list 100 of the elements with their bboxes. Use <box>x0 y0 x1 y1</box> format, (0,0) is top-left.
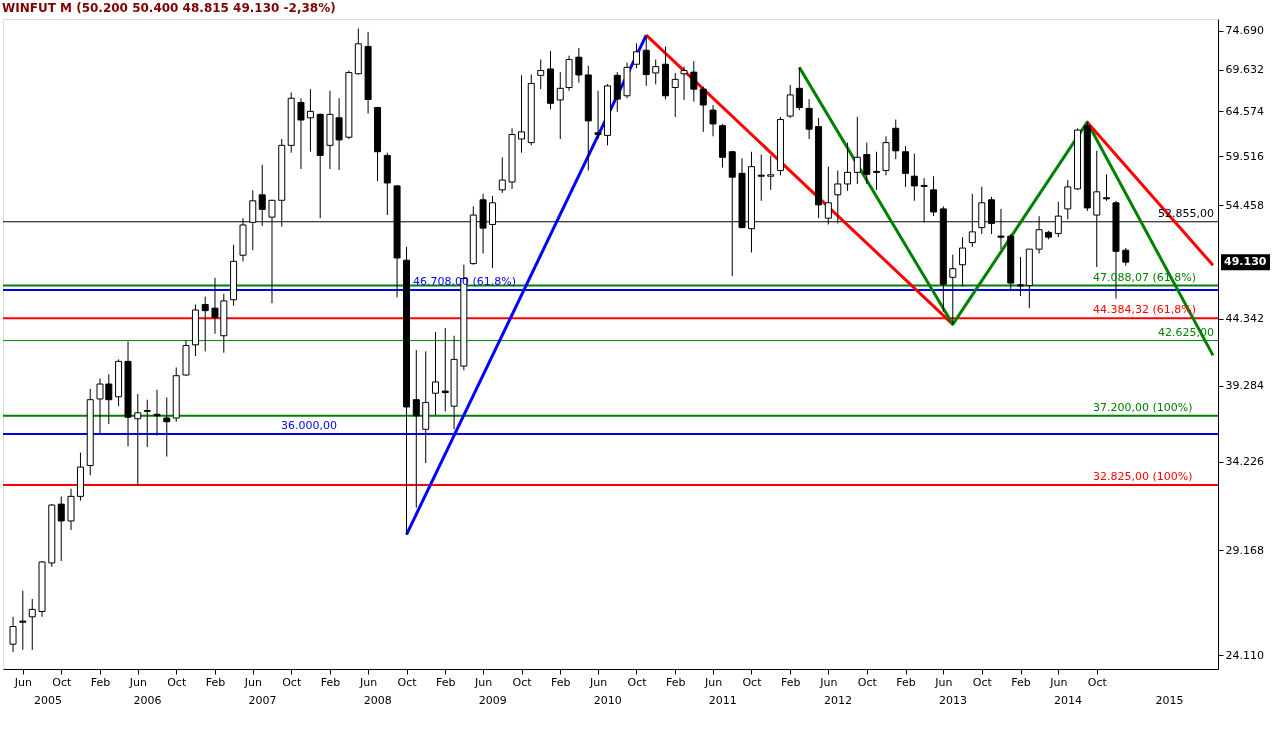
candlestick <box>671 72 679 118</box>
x-tick-label: Jun <box>358 675 378 689</box>
x-tick-label: Oct <box>52 675 72 689</box>
y-tick-label: 44.342 <box>1225 312 1264 326</box>
x-tick-label: Feb <box>551 675 571 689</box>
candlestick <box>652 59 660 85</box>
candlestick <box>709 104 717 137</box>
chart-title: WINFUT M (50.200 50.400 48.815 49.130 -2,38%) <box>2 1 336 15</box>
x-tick-label: Feb <box>666 675 686 689</box>
candlestick <box>28 598 36 651</box>
x2-tick-label: 2009 <box>478 694 507 707</box>
x2-tick-label: 2005 <box>34 694 63 707</box>
candlestick <box>613 71 621 113</box>
x2-tick-label: 2007 <box>248 694 277 707</box>
candlestick <box>805 98 813 140</box>
x-tick-label: Jun <box>819 675 838 689</box>
x-tick-label: Jun <box>13 675 32 689</box>
x2-tick-label: 2010 <box>593 694 622 707</box>
candlestick <box>795 66 803 111</box>
y-tick-label: 24.110 <box>1225 648 1264 662</box>
x-tick-label: Feb <box>320 675 341 689</box>
y-tick-label: 64.574 <box>1225 104 1264 118</box>
x-tick-label: Jun <box>703 675 723 689</box>
candlestick <box>518 74 525 154</box>
x-tick-label: Feb <box>90 675 111 689</box>
candlestick <box>949 254 957 325</box>
candlestick <box>1064 179 1072 220</box>
candlestick <box>432 331 439 416</box>
x-tick-label: Jun <box>128 675 147 689</box>
x-tick-label: Oct <box>627 675 648 689</box>
x-tick-label: Oct <box>282 675 302 689</box>
candlestick <box>163 397 171 458</box>
x-tick-label: Oct <box>512 675 533 689</box>
x2-tick-label: 2011 <box>708 694 737 707</box>
candlestick <box>57 495 65 562</box>
y-tick-label: 69.632 <box>1225 63 1264 77</box>
candlestick <box>1017 256 1025 297</box>
ref-line-label: 37.200,00 (100%) <box>1093 400 1193 414</box>
candlestick <box>153 389 161 436</box>
candlestick <box>699 86 707 133</box>
x2-tick-label: 2014 <box>1054 694 1083 707</box>
candlestick <box>853 116 861 185</box>
x-tick-label: Jun <box>243 675 262 689</box>
x2-tick-label: 2008 <box>363 694 392 707</box>
candlestick <box>786 84 794 119</box>
x-tick-label: Feb <box>205 675 226 689</box>
candlestick <box>134 393 142 486</box>
candlestick <box>767 154 775 191</box>
x-tick-label: Oct <box>397 675 418 689</box>
ref-line-label: 36.000,00 <box>281 418 337 432</box>
candlestick <box>757 154 765 202</box>
ref-line-label: 32.825,00 (100%) <box>1093 469 1193 483</box>
x-tick-label: Oct <box>742 675 763 689</box>
candlestick <box>594 90 602 140</box>
candlestick <box>844 142 852 192</box>
candlestick <box>498 156 506 194</box>
candlestick <box>632 42 640 69</box>
y-tick-label: 74.690 <box>1225 24 1264 38</box>
x2-tick-label: 2012 <box>824 694 853 707</box>
y-tick-label: 29.168 <box>1225 543 1264 557</box>
candlestick <box>9 616 17 653</box>
x-tick-label: Jun <box>588 675 608 689</box>
x-tick-label: Oct <box>857 675 878 689</box>
y-tick-label: 34.226 <box>1225 455 1264 469</box>
x-tick-label: Jun <box>1049 675 1068 689</box>
x-tick-label: Feb <box>1011 675 1031 689</box>
candlestick <box>863 142 871 185</box>
candlestick <box>959 236 967 288</box>
candlestick <box>19 590 27 651</box>
y-tick-label: 59.516 <box>1225 149 1264 163</box>
x-tick-label: Jun <box>934 675 953 689</box>
candlestick <box>297 97 305 170</box>
candlestick <box>1103 173 1111 202</box>
text: 49.130 <box>1224 255 1267 269</box>
x-tick-label: Oct <box>167 675 187 689</box>
x2-tick-label: 2013 <box>939 694 968 707</box>
x-tick-label: Feb <box>436 675 456 689</box>
candlestick <box>306 88 314 153</box>
candlestick <box>892 119 900 160</box>
candlestick <box>873 151 881 191</box>
x2-tick-label: 2015 <box>1155 694 1184 707</box>
x-tick-label: Jun <box>473 675 493 689</box>
x-tick-label: Feb <box>896 675 916 689</box>
candlestick <box>690 60 698 103</box>
x-tick-label: Oct <box>972 675 993 689</box>
candlestick <box>143 399 151 448</box>
candlestick <box>537 59 545 90</box>
candlestick <box>575 47 583 84</box>
candlestick <box>930 175 938 217</box>
x2-tick-label: 2006 <box>133 694 162 707</box>
y-tick-label: 39.284 <box>1225 379 1264 393</box>
candlestick <box>910 153 918 202</box>
candlestick <box>680 66 688 101</box>
y-tick-label: 54.458 <box>1225 198 1264 212</box>
candlestick <box>902 145 910 188</box>
candlestick <box>556 71 564 140</box>
candlestick <box>412 349 420 509</box>
x-tick-label: Oct <box>1087 675 1108 689</box>
x-tick-label: Feb <box>780 675 801 689</box>
candlestick <box>201 296 209 352</box>
